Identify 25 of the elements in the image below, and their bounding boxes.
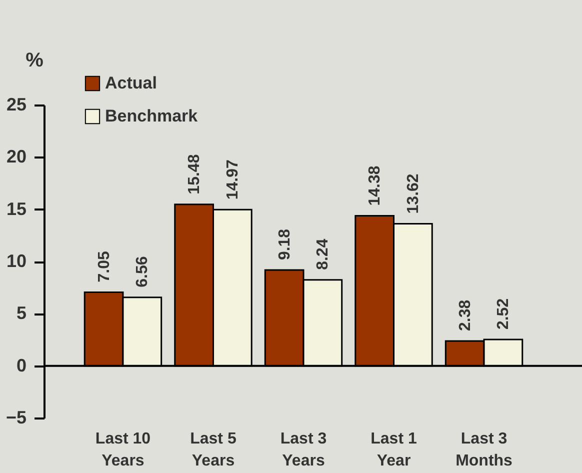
data-label: 14.38 xyxy=(366,166,384,206)
y-tick-label: 0 xyxy=(16,355,26,376)
y-tick-label: 20 xyxy=(6,146,26,167)
x-tick-label: Last 3 Months xyxy=(456,430,513,470)
y-tick-label: −5 xyxy=(6,408,26,428)
x-tick-label: Last 5 Years xyxy=(190,430,236,470)
y-tick-label: 5 xyxy=(16,303,26,324)
legend-label: Benchmark xyxy=(105,106,198,126)
data-label: 14.97 xyxy=(224,160,242,200)
x-tick-label: Last 3 Years xyxy=(280,430,327,470)
y-axis-title: % xyxy=(26,50,44,72)
data-label: 9.18 xyxy=(276,228,294,260)
data-label: 13.62 xyxy=(404,174,422,214)
y-tick-label: 10 xyxy=(6,251,26,271)
legend-label: Actual xyxy=(105,74,157,92)
data-label: 7.05 xyxy=(96,251,113,282)
x-tick-label: Last 1 Year xyxy=(370,430,417,470)
data-label: 15.48 xyxy=(186,154,204,194)
y-tick-label: 25 xyxy=(6,94,26,114)
data-label: 6.56 xyxy=(134,256,152,288)
data-label: 8.24 xyxy=(314,238,332,270)
y-tick-label: 15 xyxy=(6,198,26,219)
data-label: 2.52 xyxy=(495,298,512,330)
x-tick-label: Last 10 Years xyxy=(95,430,151,470)
data-label: 2.38 xyxy=(456,300,474,331)
